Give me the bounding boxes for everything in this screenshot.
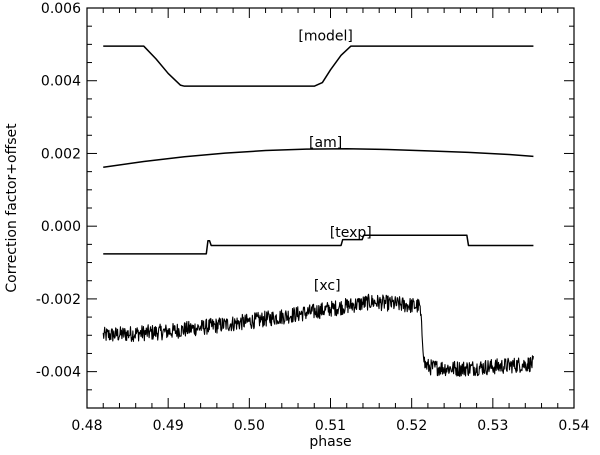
x-tick-label: 0.50 <box>234 418 265 434</box>
y-tick-label: -0.002 <box>36 292 81 308</box>
series-line-texp <box>103 234 534 255</box>
series-line-model <box>103 45 534 87</box>
y-tick-label: 0.006 <box>41 1 81 17</box>
series-label-model: [model] <box>298 28 353 44</box>
x-tick-label: 0.54 <box>558 418 589 434</box>
series-line-am <box>103 147 534 169</box>
y-axis: -0.004 -0.002 0.000 0.002 0.004 0.006 <box>36 1 574 409</box>
y-tick-label: 0.000 <box>41 219 81 235</box>
x-tick-label: 0.53 <box>477 418 508 434</box>
plot-area <box>86 7 575 409</box>
series-line-xc <box>102 293 534 378</box>
series-label-layer: [model] [am] [texp] [xc] <box>298 28 371 294</box>
x-axis-title: phase <box>309 434 351 450</box>
y-tick-label: 0.004 <box>41 74 81 90</box>
x-tick-label: 0.48 <box>71 418 102 434</box>
y-tick-label: 0.002 <box>41 146 81 162</box>
y-axis-title: Correction factor+offset <box>4 123 20 293</box>
x-tick-label: 0.49 <box>153 418 184 434</box>
series-label-xc: [xc] <box>314 278 341 294</box>
x-tick-label: 0.52 <box>396 418 427 434</box>
y-tick-label: -0.004 <box>36 365 81 381</box>
series-label-am: [am] <box>309 135 342 151</box>
series-label-texp: [texp] <box>330 225 372 241</box>
x-axis: 0.48 0.49 0.50 0.51 0.52 0.53 0.54 <box>71 8 590 434</box>
x-tick-label: 0.51 <box>315 418 346 434</box>
series-layer <box>102 45 534 378</box>
plot-frame <box>86 7 575 409</box>
